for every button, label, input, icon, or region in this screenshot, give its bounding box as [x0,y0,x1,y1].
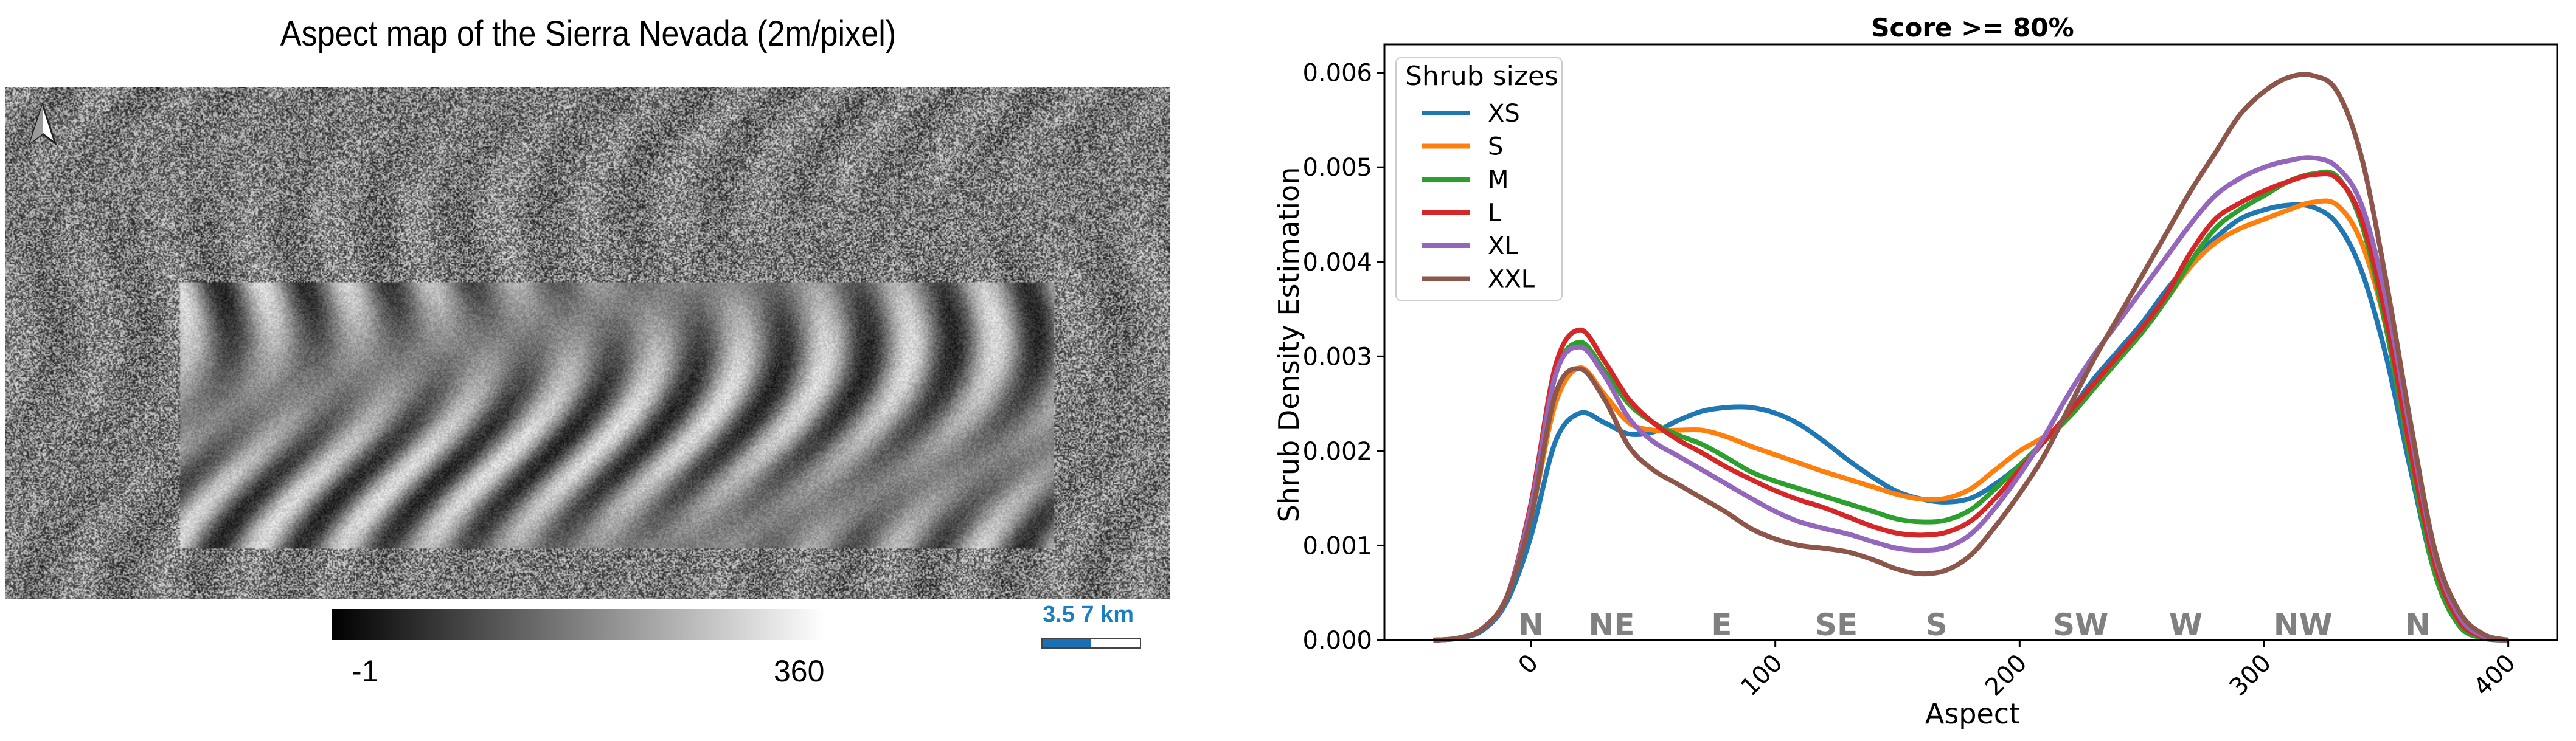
direction-label-n: N [2405,607,2431,643]
direction-label-ne: NE [1589,607,1635,643]
legend-label-xxl: XXL [1488,266,1535,294]
curves [1433,72,2509,643]
legend-box [1395,57,1563,301]
direction-label-e: E [1711,607,1732,643]
plot-frame [1383,43,2558,641]
colorbar-min-label: -1 [352,654,379,688]
north-arrow-icon [28,103,57,146]
series-line-xxl [1433,72,2509,643]
y-tick-label: 0.002 [1302,438,1372,466]
x-axis: 0 100 200 300 400 [1513,640,2521,701]
legend-label-m: M [1488,166,1509,194]
direction-label-se: SE [1815,607,1858,643]
x-tick-label: 400 [2468,649,2521,702]
series-line-s [1433,198,2509,643]
series-line-xl [1433,155,2509,643]
chart-title: Score >= 80% [1871,13,2074,43]
scale-bar-label: 3.5 7 km [1043,602,1134,627]
legend-label-xs: XS [1488,100,1520,128]
series-line-xs [1433,202,2508,643]
legend-label-xl: XL [1488,232,1518,260]
direction-annotations: N NE E SE S SW W NW N [1518,607,2431,643]
aspect-map-image [5,87,1170,599]
y-tick-label: 0.005 [1302,154,1372,182]
y-tick-label: 0.003 [1302,343,1372,371]
y-tick-label: 0.006 [1302,60,1372,88]
x-axis-label: Aspect [1925,697,2020,730]
direction-label-nw: NW [2274,607,2333,643]
direction-label-s: S [1926,607,1948,643]
x-tick-label: 300 [2224,649,2277,702]
colorbar-max-label: 360 [774,654,825,688]
scale-bar [1041,638,1141,649]
x-tick-label: 200 [1980,649,2033,702]
y-axis: 0.000 0.001 0.002 0.003 0.004 0.005 0.006 [1302,60,1384,655]
direction-label-n: N [1518,607,1544,643]
direction-label-w: W [2169,607,2203,643]
legend-label-s: S [1488,133,1503,161]
series-line-l [1433,171,2509,643]
x-tick-label: 100 [1735,649,1788,702]
direction-label-sw: SW [2053,607,2108,643]
y-axis-label: Shrub Density Estimation [1272,167,1305,523]
legend-label-l: L [1488,199,1502,227]
y-tick-label: 0.001 [1302,532,1372,560]
legend: Shrub sizes XS SML XL XXL [1395,57,1563,301]
y-tick-label: 0.000 [1302,627,1372,655]
y-tick-label: 0.004 [1302,249,1372,277]
x-tick-label: 0 [1513,649,1544,680]
map-title: Aspect map of the Sierra Nevada (2m/pixe… [280,14,897,53]
colorbar [332,609,825,640]
legend-title: Shrub sizes [1405,61,1558,92]
